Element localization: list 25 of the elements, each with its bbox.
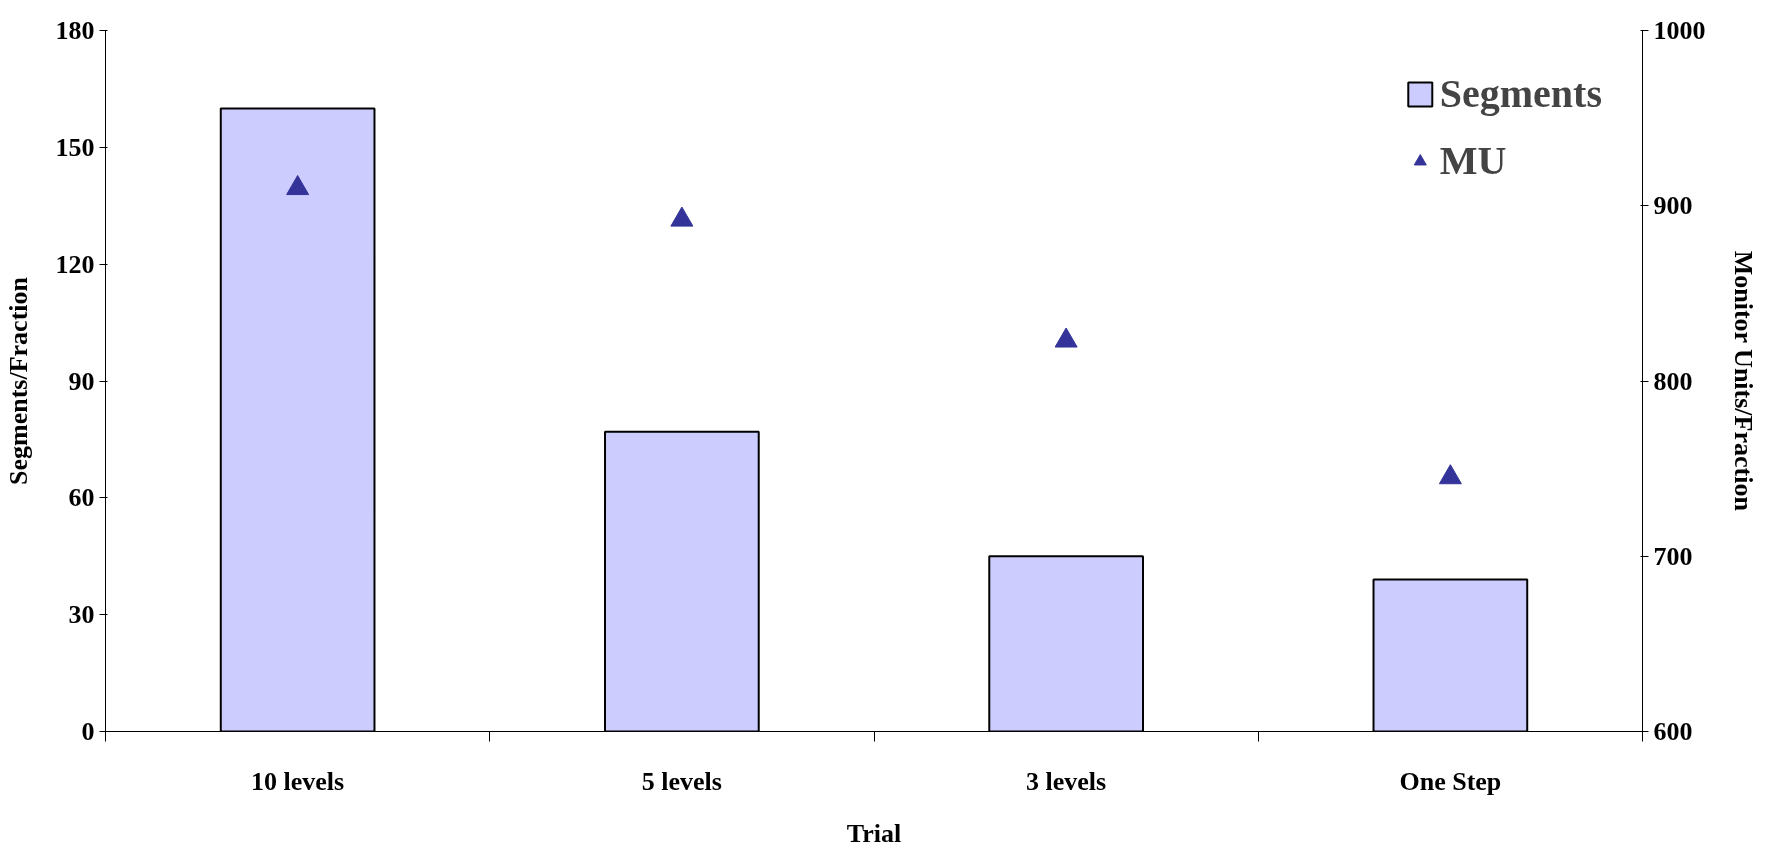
y-tick-label: 30: [68, 600, 95, 630]
y2-tick-label: 800: [1653, 366, 1693, 396]
y2-tick-label: 700: [1653, 541, 1693, 571]
y-tick-label: 150: [55, 132, 95, 162]
y-tick-label: 90: [68, 366, 95, 396]
y-tick-label: 120: [55, 249, 95, 279]
point: [670, 206, 694, 227]
y2-tick-label: 900: [1653, 191, 1693, 221]
y-tick-label: 0: [81, 717, 95, 746]
x-axis-title: Trial: [846, 818, 902, 848]
point: [286, 175, 310, 196]
y-axis-title: Segments/Fraction: [3, 276, 33, 485]
legend-label: Segments: [1439, 70, 1602, 117]
x-tick-label: One Step: [1399, 766, 1502, 796]
y-tick-label: 60: [68, 483, 95, 513]
x-tick-label: 5 levels: [641, 766, 722, 796]
point: [1438, 464, 1462, 485]
legend-label: MU: [1439, 137, 1507, 184]
y2-tick-label: 600: [1653, 717, 1693, 746]
x-tick-label: 10 levels: [251, 766, 345, 796]
point: [1054, 327, 1078, 348]
x-tick-label: 3 levels: [1026, 766, 1107, 796]
y-tick-label: 180: [55, 16, 95, 45]
y2-axis-title: Monitor Units/Fraction: [1728, 250, 1758, 512]
y2-tick-label: 1000: [1653, 16, 1706, 45]
